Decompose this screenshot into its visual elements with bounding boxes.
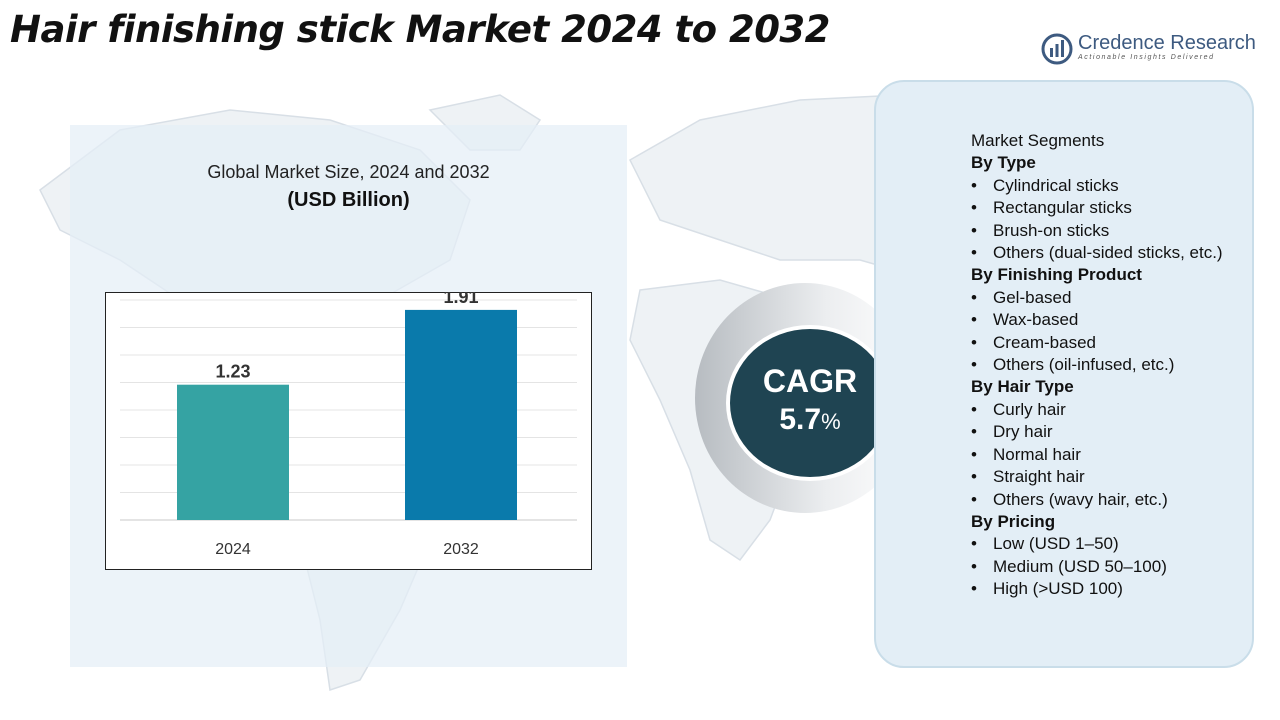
segment-group-title: By Pricing: [971, 511, 1056, 531]
bullet-icon: •: [971, 467, 977, 487]
x-tick-2032: 2032: [443, 541, 479, 558]
segment-item: • Gel-based: [971, 287, 1246, 309]
bar-2032: [405, 309, 517, 520]
bullet-icon: •: [971, 489, 977, 509]
segment-group-title: By Finishing Product: [971, 265, 1142, 285]
segment-item-label: Cylindrical sticks: [993, 175, 1119, 195]
segment-item-label: Dry hair: [993, 422, 1053, 442]
bullet-icon: •: [971, 243, 977, 263]
data-label-2024: 1.23: [215, 362, 250, 382]
segment-item: • Dry hair: [971, 421, 1246, 443]
cagr-badge: CAGR 5.7%: [726, 325, 894, 481]
segment-item: • Cylindrical sticks: [971, 175, 1246, 197]
segment-item-label: Others (dual-sided sticks, etc.): [993, 243, 1223, 263]
segment-item-label: High (>USD 100): [993, 579, 1123, 599]
segment-item-label: Medium (USD 50–100): [993, 556, 1167, 576]
bullet-icon: •: [971, 444, 977, 464]
segment-item-label: Curly hair: [993, 399, 1066, 419]
segment-item-label: Gel-based: [993, 287, 1072, 307]
bullet-icon: •: [971, 220, 977, 240]
bullet-icon: •: [971, 175, 977, 195]
chart-unit: (USD Billion): [287, 189, 410, 211]
segment-item-label: Normal hair: [993, 444, 1081, 464]
credence-logo: Credence Research Actionable Insights De…: [1040, 30, 1260, 70]
cagr-number: 5.7: [779, 403, 822, 436]
segment-group-title: By Type: [971, 153, 1036, 173]
cagr-label: CAGR: [762, 363, 858, 399]
segment-item: • Normal hair: [971, 444, 1246, 466]
segment-item: • High (>USD 100): [971, 578, 1246, 600]
bullet-icon: •: [971, 399, 977, 419]
x-tick-2024: 2024: [215, 541, 251, 558]
segment-group-title: By Hair Type: [971, 377, 1074, 397]
cagr-unit: %: [821, 409, 841, 434]
market-size-panel: Global Market Size, 2024 and 2032 (USD B…: [70, 125, 627, 667]
bar-2024: [177, 384, 289, 520]
bullet-icon: •: [971, 355, 977, 375]
segment-item: • Straight hair: [971, 466, 1246, 488]
segment-item: • Curly hair: [971, 399, 1246, 421]
bullet-icon: •: [971, 310, 977, 330]
segment-item: • Wax-based: [971, 309, 1246, 331]
data-label-2032: 1.91: [443, 292, 478, 307]
segment-item-label: Straight hair: [993, 467, 1085, 487]
segment-item-label: Cream-based: [993, 332, 1096, 352]
bullet-icon: •: [971, 198, 977, 218]
page-title: Hair finishing stick Market 2024 to 2032: [10, 8, 830, 51]
segment-item: • Low (USD 1–50): [971, 533, 1246, 555]
segments-list: Market Segments By Type • Cylindrical stic…: [971, 130, 1246, 601]
segment-item: • Medium (USD 50–100): [971, 556, 1246, 578]
segment-item: • Cream-based: [971, 332, 1246, 354]
segment-item-label: Rectangular sticks: [993, 198, 1132, 218]
bullet-icon: •: [971, 422, 977, 442]
segment-item-label: Low (USD 1–50): [993, 534, 1119, 554]
bullet-icon: •: [971, 579, 977, 599]
bar-chart: 1.23 2024 1.91 2032: [105, 292, 592, 570]
segments-panel: Market Segments By Type • Cylindrical stic…: [874, 80, 1254, 668]
segment-item-label: Brush-on sticks: [993, 220, 1110, 240]
segment-item-label: Others (wavy hair, etc.): [993, 489, 1168, 509]
segment-item: • Brush-on sticks: [971, 220, 1246, 242]
bullet-icon: •: [971, 332, 977, 352]
segment-item: • Others (wavy hair, etc.): [971, 489, 1246, 511]
bullet-icon: •: [971, 287, 977, 307]
logo-tagline: Actionable Insights Delivered: [1078, 54, 1215, 61]
cagr-value: 5.7%: [730, 403, 890, 437]
segment-item-label: Others (oil-infused, etc.): [993, 355, 1175, 375]
logo-name: Credence Research: [1078, 32, 1256, 54]
segment-item: • Others (oil-infused, etc.): [971, 354, 1246, 376]
segment-item: • Rectangular sticks: [971, 197, 1246, 219]
segments-heading: Market Segments: [971, 131, 1105, 150]
bullet-icon: •: [971, 556, 977, 576]
chart-title: Global Market Size, 2024 and 2032: [207, 162, 490, 182]
segment-item: • Others (dual-sided sticks, etc.): [971, 242, 1246, 264]
credence-logo-icon: [1041, 33, 1073, 65]
segment-item-label: Wax-based: [993, 310, 1079, 330]
bullet-icon: •: [971, 534, 977, 554]
